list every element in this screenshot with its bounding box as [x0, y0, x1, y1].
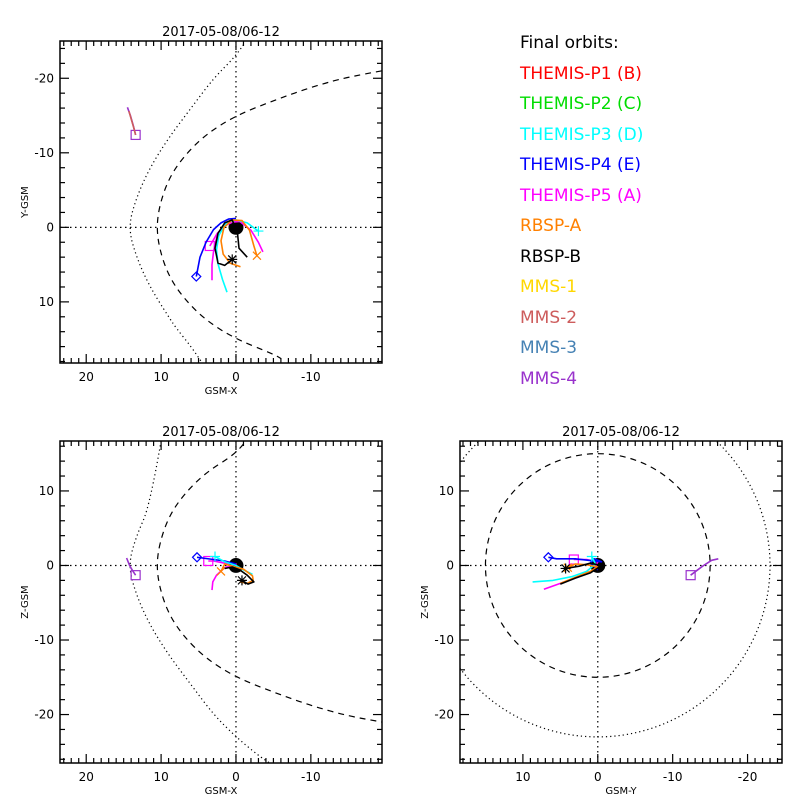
x-tick-label: -10 — [663, 770, 683, 784]
square-marker — [203, 555, 214, 567]
y-tick-label: 10 — [439, 484, 454, 498]
magnetopause-boundary — [156, 443, 382, 723]
diamond-marker — [191, 551, 203, 563]
orbit-line — [690, 558, 719, 576]
y-tick-label: 0 — [46, 220, 54, 234]
y-axis-label: Z-GSM — [20, 585, 31, 618]
y-axis-label: Z-GSM — [420, 585, 431, 618]
orbit-line — [128, 110, 137, 136]
plot-area — [60, 441, 382, 763]
orbit-line — [560, 562, 603, 585]
panel-xy: 20 10 0 -10 -20 -10 0 10 2017-05-08/06-12 GSM-X Y-… — [20, 25, 383, 397]
x-tick-label: 10 — [153, 370, 168, 384]
plot-frame — [459, 440, 783, 764]
legend-entry: THEMIS-P5 (A) — [520, 185, 642, 206]
x-tick-label: 0 — [232, 370, 240, 384]
square-marker — [130, 570, 141, 581]
diamond-marker — [543, 551, 554, 563]
orbit-line — [195, 217, 237, 277]
x-marker — [252, 251, 262, 261]
plus-marker — [210, 551, 221, 562]
plot-frame — [59, 40, 383, 364]
legend-entries: THEMIS-P1 (B) THEMIS-P2 (C) THEMIS-P3 (D) T… — [520, 59, 643, 395]
bow-shock-boundary — [460, 441, 771, 738]
square-marker — [130, 129, 141, 141]
plus-marker — [586, 551, 597, 562]
panel-xz: 20 10 0 -10 10 0 -10 -20 2017-05-08/06-12 GSM-X Z-… — [20, 425, 383, 797]
legend-entry: THEMIS-P3 (D) — [520, 124, 644, 145]
chart-title: 2017-05-08/06-12 — [162, 25, 280, 40]
plus-marker — [253, 226, 264, 237]
y-tick-label: -10 — [34, 146, 54, 160]
orbit-line — [532, 556, 597, 583]
x-tick-label: 10 — [153, 770, 168, 784]
legend-entry: RBSP-B — [520, 246, 582, 267]
legend-entry: THEMIS-P4 (E) — [520, 155, 641, 175]
x-axis-label: GSM-Y — [605, 786, 637, 797]
panel-yz: 10 0 -10 -20 10 0 -10 -20 2017-05-08/06-12 GSM-Y Z… — [420, 425, 783, 797]
square-marker — [685, 570, 696, 581]
orbit-line — [214, 219, 248, 267]
asterisk-marker — [227, 254, 238, 265]
magnetopause-boundary — [156, 70, 382, 360]
x-tick-label: -10 — [301, 770, 321, 784]
legend-entry: MMS-3 — [520, 338, 578, 358]
asterisk-marker — [236, 575, 247, 586]
orbit-line — [224, 566, 255, 585]
y-tick-label: 10 — [39, 484, 54, 498]
y-tick-label: -20 — [34, 71, 54, 85]
legend-entry: MMS-2 — [520, 307, 578, 328]
x-axis-label: GSM-X — [205, 786, 238, 797]
plot-area — [460, 441, 782, 763]
x-tick-label: 0 — [594, 770, 602, 784]
legend-entry: RBSP-A — [520, 216, 582, 236]
legend: Final orbits: THEMIS-P1 (B) THEMIS-P2 (C)… — [520, 28, 643, 394]
y-tick-label: -20 — [434, 708, 454, 722]
plot-area — [60, 41, 382, 363]
legend-entry: MMS-4 — [520, 368, 578, 389]
y-axis-label: Y-GSM — [20, 186, 31, 219]
legend-entry: THEMIS-P1 (B) — [520, 63, 642, 84]
asterisk-marker — [560, 563, 571, 574]
legend-entry: MMS-1 — [520, 277, 578, 297]
chart-title: 2017-05-08/06-12 — [562, 425, 680, 440]
bow-shock-boundary — [129, 44, 244, 363]
magnetopause-boundary — [484, 453, 711, 678]
orbit-line — [220, 563, 254, 585]
bow-shock-boundary — [129, 441, 271, 763]
x-tick-label: -10 — [301, 370, 321, 384]
y-tick-label: -10 — [34, 633, 54, 647]
y-tick-label: -10 — [434, 633, 454, 647]
x-tick-label: -20 — [738, 770, 758, 784]
x-tick-label: 0 — [232, 770, 240, 784]
orbit-line — [220, 219, 258, 268]
y-tick-label: 10 — [39, 295, 54, 309]
x-marker — [216, 567, 226, 576]
orbit-line — [125, 557, 137, 576]
plot-frame — [59, 440, 383, 764]
legend-entry: THEMIS-P2 (C) — [520, 94, 643, 114]
x-tick-label: 20 — [79, 370, 94, 384]
diamond-marker — [190, 271, 202, 282]
x-axis-label: GSM-X — [205, 386, 238, 397]
x-tick-label: 10 — [515, 770, 530, 784]
chart-title: 2017-05-08/06-12 — [162, 425, 280, 440]
y-tick-label: -20 — [34, 708, 54, 722]
x-tick-label: 20 — [79, 770, 94, 784]
y-tick-label: 0 — [46, 558, 54, 572]
legend-title: Final orbits: — [520, 33, 619, 53]
y-tick-label: 0 — [446, 558, 454, 572]
